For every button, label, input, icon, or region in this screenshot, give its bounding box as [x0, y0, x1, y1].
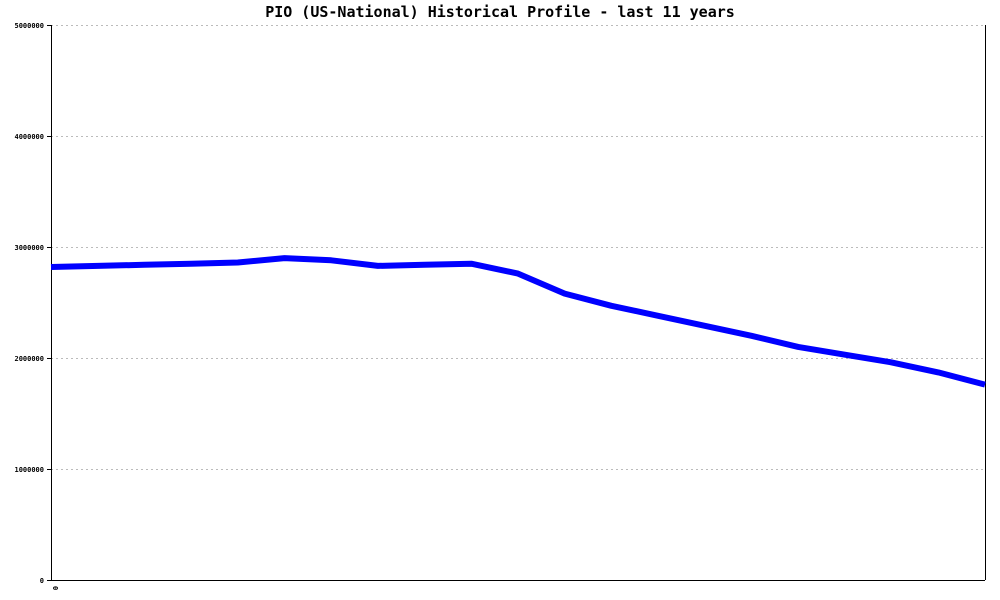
- y-tick-labels: 0 1000000 2000000 3000000 4000000 5000000: [14, 22, 44, 585]
- y-tick-label: 5000000: [14, 22, 44, 30]
- y-tick-label: 1000000: [14, 466, 44, 474]
- chart-title: PIO (US-National) Historical Profile - l…: [265, 3, 735, 21]
- y-tick-label: 3000000: [14, 244, 44, 252]
- x-tick-labels: 0: [51, 586, 59, 590]
- series-line: [50, 255, 986, 388]
- y-tick-label: 2000000: [14, 355, 44, 363]
- y-tick-label: 0: [40, 577, 44, 585]
- grid-lines: [51, 25, 985, 470]
- y-tick-label: 4000000: [14, 133, 44, 141]
- axes: [47, 25, 986, 581]
- series-lines: [50, 255, 986, 388]
- x-tick-label: 0: [51, 586, 59, 590]
